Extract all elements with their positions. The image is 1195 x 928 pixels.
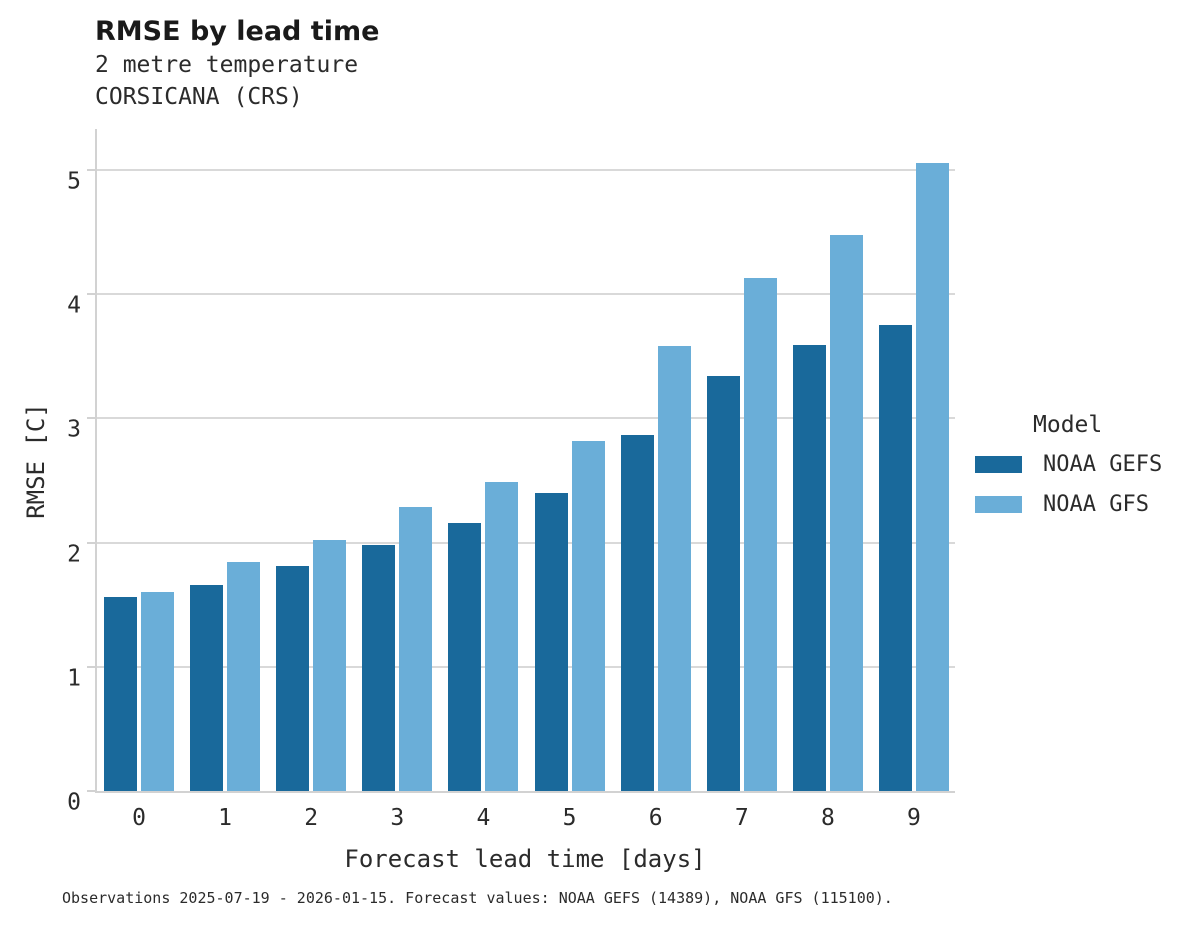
bar-group <box>620 129 691 791</box>
gridline <box>97 417 955 420</box>
chart-subtitle-variable: 2 metre temperature <box>95 52 359 78</box>
gridline <box>97 541 955 544</box>
legend: Model NOAA GEFS NOAA GFS <box>975 412 1162 532</box>
bar-group <box>190 129 261 791</box>
bar-noaa-gefs <box>448 522 482 791</box>
bar-noaa-gefs <box>534 492 568 791</box>
chart-subtitle-station: CORSICANA (CRS) <box>95 84 303 110</box>
bar-noaa-gfs <box>227 562 261 791</box>
x-tick-label: 5 <box>562 805 577 831</box>
x-tick-label: 6 <box>648 805 663 831</box>
y-tick-label: 2 <box>67 541 81 568</box>
bar-noaa-gefs <box>104 597 137 791</box>
bar-noaa-gfs <box>657 346 691 791</box>
y-axis-title: RMSE [C] <box>22 403 50 519</box>
gridline <box>97 169 955 171</box>
bar-noaa-gefs <box>792 345 826 791</box>
bar-group <box>276 129 347 791</box>
y-tick-mark <box>87 417 95 420</box>
y-tick-mark <box>87 169 95 171</box>
y-tick-label: 3 <box>67 416 81 443</box>
bar-noaa-gfs <box>141 592 174 791</box>
legend-entry: NOAA GFS <box>975 492 1162 517</box>
bar-noaa-gefs <box>276 566 310 791</box>
y-tick-mark <box>87 665 95 668</box>
gridline <box>97 293 955 296</box>
bar-noaa-gfs <box>485 481 519 791</box>
bar-noaa-gfs <box>313 540 347 791</box>
x-tick-label: 9 <box>907 805 921 831</box>
bar-noaa-gfs <box>571 440 605 791</box>
bar-noaa-gfs <box>743 278 777 791</box>
bar-noaa-gefs <box>362 545 396 791</box>
bar-group <box>534 129 605 791</box>
x-tick-label: 0 <box>132 805 146 831</box>
bar-group <box>362 129 433 791</box>
bar-group <box>792 129 863 791</box>
y-tick-label: 5 <box>67 168 81 195</box>
y-tick-mark <box>87 541 95 544</box>
bar-noaa-gfs <box>829 234 863 791</box>
legend-entry: NOAA GEFS <box>975 452 1162 477</box>
x-tick-label: 3 <box>390 805 405 831</box>
y-tick-label: 1 <box>67 665 81 692</box>
bar-group <box>706 129 777 791</box>
bar-noaa-gefs <box>620 434 654 791</box>
bar-noaa-gfs <box>915 162 949 791</box>
bar-noaa-gefs <box>190 584 224 791</box>
x-tick-label: 2 <box>304 805 319 831</box>
x-tick-label: 4 <box>476 805 491 831</box>
x-axis-title: Forecast lead time [days] <box>344 845 706 873</box>
y-tick-mark <box>87 790 95 792</box>
bar-noaa-gfs <box>399 506 433 791</box>
bar-group <box>104 129 174 791</box>
y-tick-label: 0 <box>67 789 81 816</box>
legend-label: NOAA GFS <box>1043 492 1149 517</box>
plot-area: 0 1 2 3 4 5 0 1 2 3 4 5 6 7 8 9 <box>67 129 955 830</box>
bar-group <box>448 129 519 791</box>
legend-swatch <box>975 496 1022 513</box>
x-tick-label: 1 <box>218 805 233 831</box>
page-title: RMSE by lead time <box>95 16 380 47</box>
footnote: Observations 2025-07-19 - 2026-01-15. Fo… <box>62 889 893 907</box>
legend-label: NOAA GEFS <box>1043 452 1163 477</box>
x-tick-label: 8 <box>820 805 835 831</box>
y-tick-mark <box>87 293 95 296</box>
bar-noaa-gefs <box>878 325 912 791</box>
gridline <box>97 665 955 668</box>
x-tick-label: 7 <box>734 805 749 831</box>
y-tick-label: 4 <box>67 292 81 319</box>
legend-swatch <box>975 456 1022 473</box>
bar-group <box>878 129 949 791</box>
legend-title: Model <box>1033 412 1103 438</box>
bar-noaa-gefs <box>706 376 740 791</box>
